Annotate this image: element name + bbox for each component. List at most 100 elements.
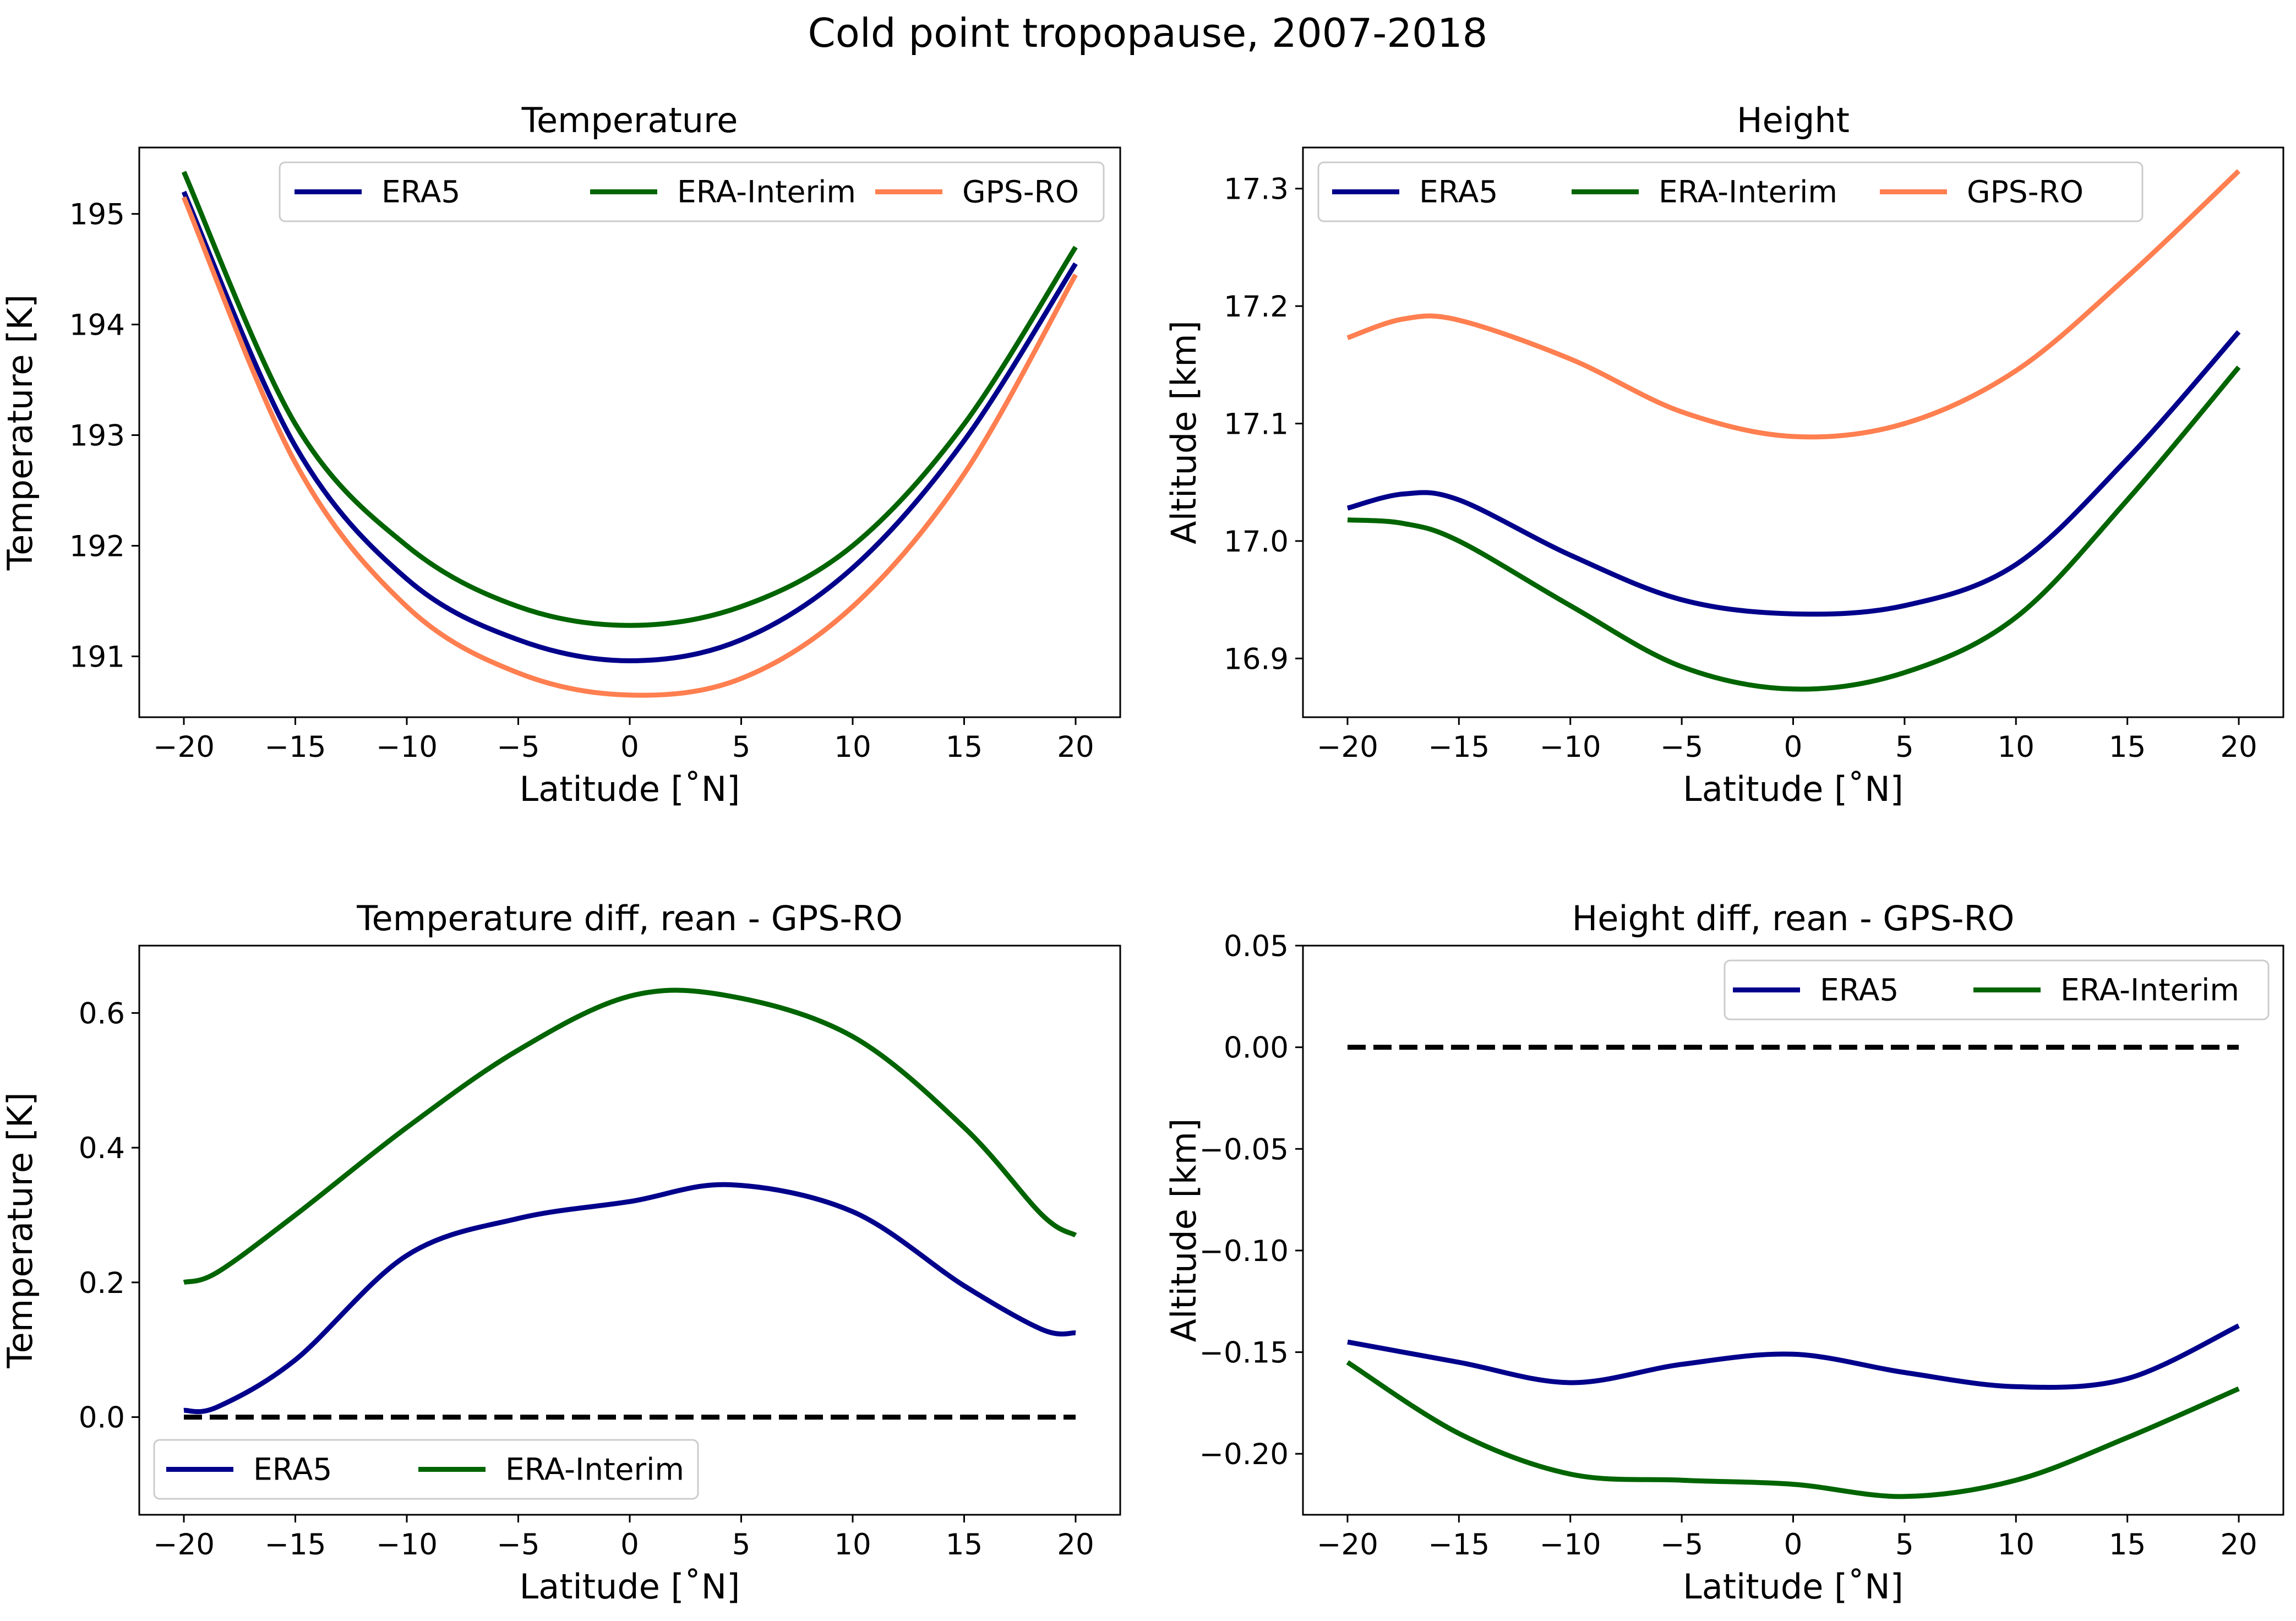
y-tick-label: 0.00 bbox=[1224, 1031, 1289, 1065]
chart-panel-1: Temperature −20 −15 −10 −5 0 5 10 15 20 191 192 193 1… bbox=[0, 100, 1121, 809]
x-tick-label: 20 bbox=[1057, 730, 1094, 764]
legend-label: GPS-RO bbox=[1967, 174, 2084, 210]
plot-area bbox=[181, 171, 1078, 698]
x-tick-label: 15 bbox=[946, 1528, 983, 1562]
panel-title: Temperature bbox=[521, 100, 738, 140]
y-tick-label: 17.1 bbox=[1224, 407, 1289, 441]
legend: ERA5 ERA-Interim bbox=[153, 1439, 699, 1500]
x-tick-label: 10 bbox=[834, 730, 871, 764]
x-tick-label: −5 bbox=[497, 1528, 539, 1562]
y-tick-label: −0.10 bbox=[1199, 1235, 1289, 1268]
x-tick-label: −15 bbox=[265, 730, 326, 764]
x-tick-label: 0 bbox=[620, 730, 639, 764]
x-tick-label: 10 bbox=[834, 1528, 871, 1562]
series-line-era5 bbox=[1346, 330, 2241, 617]
legend-label: ERA-Interim bbox=[505, 1452, 684, 1487]
x-tick-label: 0 bbox=[1784, 1528, 1803, 1562]
legend: ERA5 ERA-Interim bbox=[1724, 959, 2270, 1020]
legend-label: ERA5 bbox=[381, 174, 460, 210]
series-line-era-interim bbox=[183, 987, 1077, 1285]
legend-box bbox=[1317, 161, 2144, 222]
series-line-era-interim bbox=[181, 171, 1078, 628]
x-axis-label: Latitude [˚N] bbox=[520, 769, 740, 809]
plot-area bbox=[183, 987, 1077, 1420]
x-tick-label: 20 bbox=[2220, 730, 2257, 764]
plot-frame bbox=[138, 146, 1121, 718]
y-axis-label: Temperature [K] bbox=[0, 294, 40, 571]
x-tick-label: 20 bbox=[1057, 1528, 1094, 1562]
legend-label: ERA5 bbox=[1419, 174, 1498, 210]
x-tick-label: 10 bbox=[1998, 1528, 2035, 1562]
x-tick-label: 5 bbox=[1895, 1528, 1914, 1562]
x-tick-label: −20 bbox=[1317, 730, 1378, 764]
x-tick-label: −5 bbox=[497, 730, 539, 764]
x-tick-label: 0 bbox=[620, 1528, 639, 1562]
legend-label: ERA-Interim bbox=[677, 174, 856, 210]
y-tick-label: 0.4 bbox=[79, 1132, 125, 1165]
y-tick-label: 191 bbox=[69, 640, 125, 674]
y-tick-label: 17.0 bbox=[1224, 525, 1289, 559]
legend-label: ERA5 bbox=[1820, 973, 1899, 1008]
x-tick-label: −10 bbox=[1540, 730, 1601, 764]
panel-title: Temperature diff, rean - GPS-RO bbox=[356, 898, 903, 938]
x-axis-label: Latitude [˚N] bbox=[1683, 1567, 1904, 1607]
series-line-era5 bbox=[1347, 1323, 2240, 1390]
chart-panel-4: Height diff, rean - GPS-RO −20 −15 −10 −5 0 5 1… bbox=[1164, 898, 2284, 1607]
x-tick-label: −15 bbox=[1428, 1528, 1490, 1562]
chart-panel-2: Height −20 −15 −10 −5 0 5 10 15 20 16.9 17.0 17.1 17.… bbox=[1164, 100, 2284, 809]
x-tick-label: 0 bbox=[1784, 730, 1803, 764]
x-tick-label: −10 bbox=[376, 730, 438, 764]
chart-panel-3: Temperature diff, rean - GPS-RO −20 −15 −10… bbox=[0, 898, 1121, 1607]
y-axis-label: Altitude [km] bbox=[1164, 320, 1204, 544]
series-line-era5 bbox=[181, 190, 1078, 663]
x-tick-label: 5 bbox=[732, 1528, 751, 1562]
y-tick-label: 0.2 bbox=[79, 1267, 125, 1300]
legend-label: ERA-Interim bbox=[1659, 174, 1837, 210]
series-line-gps-ro bbox=[1346, 169, 2241, 440]
panel-title: Height diff, rean - GPS-RO bbox=[1572, 898, 2015, 938]
y-axis-label: Temperature [K] bbox=[0, 1092, 40, 1368]
x-tick-label: −20 bbox=[153, 1528, 215, 1562]
x-tick-label: −15 bbox=[1428, 730, 1490, 764]
plot-area bbox=[1346, 169, 2241, 692]
series-line-gps-ro bbox=[181, 196, 1078, 698]
y-tick-label: −0.20 bbox=[1199, 1438, 1289, 1471]
x-tick-label: 5 bbox=[1895, 730, 1914, 764]
x-tick-label: −20 bbox=[1317, 1528, 1378, 1562]
plot-frame bbox=[1302, 945, 2284, 1516]
series-line-era-interim bbox=[1347, 365, 2241, 692]
panel-title: Height bbox=[1737, 100, 1850, 140]
y-tick-label: −0.05 bbox=[1199, 1133, 1289, 1166]
legend-box bbox=[279, 161, 1105, 222]
y-tick-label: 194 bbox=[69, 309, 125, 342]
legend: ERA5 ERA-Interim GPS-RO bbox=[279, 161, 1105, 222]
legend-label: ERA5 bbox=[253, 1452, 332, 1487]
x-tick-label: 15 bbox=[2109, 730, 2146, 764]
y-tick-label: 17.2 bbox=[1224, 290, 1289, 324]
legend: ERA5 ERA-Interim GPS-RO bbox=[1317, 161, 2144, 222]
legend-label: GPS-RO bbox=[962, 174, 1079, 210]
x-tick-label: −5 bbox=[1660, 1528, 1703, 1562]
x-tick-label: −15 bbox=[265, 1528, 326, 1562]
y-tick-label: 0.0 bbox=[79, 1401, 125, 1435]
x-tick-label: 20 bbox=[2220, 1528, 2257, 1562]
y-tick-label: 193 bbox=[69, 419, 125, 453]
y-tick-label: −0.15 bbox=[1199, 1336, 1289, 1370]
x-tick-label: 5 bbox=[732, 730, 751, 764]
x-axis-label: Latitude [˚N] bbox=[1683, 769, 1904, 809]
y-axis-label: Altitude [km] bbox=[1164, 1118, 1204, 1342]
series-line-era-interim bbox=[1346, 1360, 2240, 1499]
x-tick-label: −10 bbox=[1540, 1528, 1601, 1562]
figure-title: Cold point tropopause, 2007-2018 bbox=[808, 10, 1488, 56]
y-tick-label: 195 bbox=[69, 198, 125, 232]
y-tick-label: 16.9 bbox=[1224, 642, 1289, 676]
x-tick-label: 15 bbox=[2109, 1528, 2146, 1562]
plot-frame bbox=[138, 945, 1121, 1516]
plot-frame bbox=[1302, 146, 2284, 718]
plot-area bbox=[1346, 1045, 2240, 1499]
y-tick-label: 0.05 bbox=[1224, 930, 1289, 963]
x-tick-label: −5 bbox=[1660, 730, 1703, 764]
chart-panels: Temperature −20 −15 −10 −5 0 5 10 15 20 191 192 193 1… bbox=[0, 100, 2284, 1607]
y-tick-label: 0.6 bbox=[79, 997, 125, 1030]
